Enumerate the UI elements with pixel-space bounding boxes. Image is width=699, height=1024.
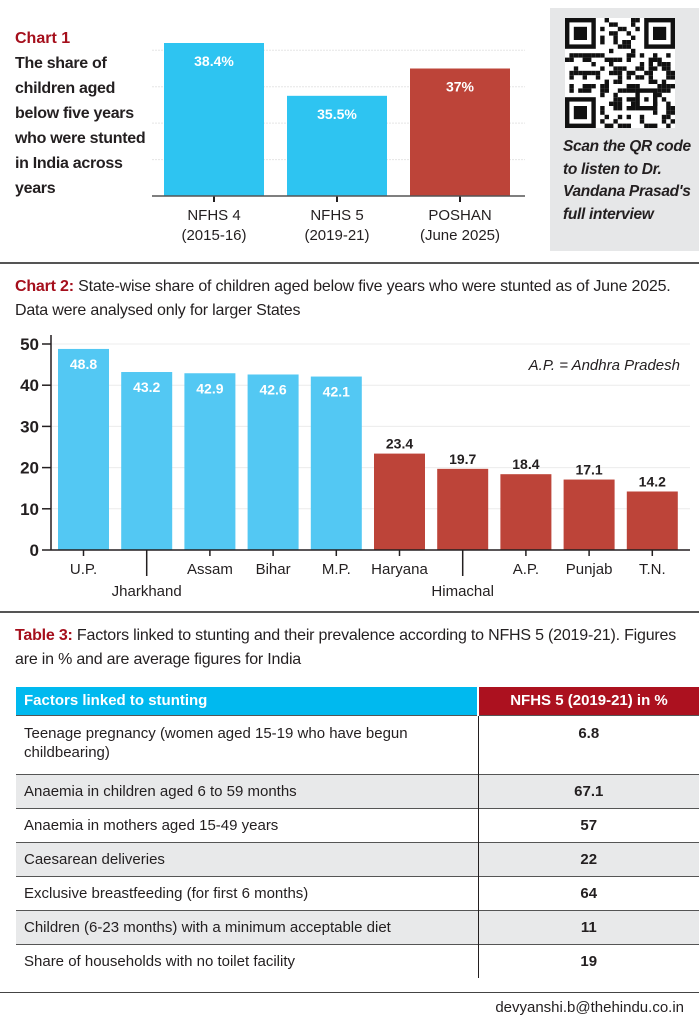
chart1: 38.4% NFHS 4 (2015-16) 35.5% NFHS 5 (2019-21)… <box>152 43 525 244</box>
category-label: Punjab <box>566 561 613 578</box>
value-cell: 6.8 <box>477 714 699 774</box>
factor-cell: Share of households with no toilet facil… <box>16 943 478 978</box>
section-divider <box>0 611 699 613</box>
y-tick-label: 10 <box>20 500 39 519</box>
factor-cell: Children (6-23 months) with a minimum ac… <box>16 909 478 944</box>
category-label: Assam <box>187 561 233 578</box>
category-label: M.P. <box>322 561 351 578</box>
table3-description: Factors linked to stunting and their pre… <box>15 627 677 668</box>
category-label: A.P. <box>513 561 539 578</box>
abbreviation-note: A.P. = Andhra Pradesh <box>528 357 680 374</box>
bar <box>310 376 362 550</box>
bar-value-label: 38.4% <box>194 53 234 69</box>
bar <box>374 453 425 550</box>
category-label: NFHS 4 <box>187 207 240 224</box>
bar <box>563 479 615 550</box>
bar <box>437 468 489 550</box>
category-label: Haryana <box>371 561 428 578</box>
bar <box>247 374 299 550</box>
chart1-label: Chart 1 <box>15 30 71 47</box>
bar <box>287 95 387 196</box>
bar <box>500 474 552 550</box>
factor-cell: Anaemia in mothers aged 15-49 years <box>16 807 478 842</box>
value-cell: 64 <box>477 875 699 910</box>
table-row: Share of households with no toilet facil… <box>16 943 699 978</box>
qr-code-icon[interactable] <box>565 18 675 128</box>
qr-caption: Scan the QR code to listen to Dr. Vandan… <box>563 138 691 223</box>
chart2-description: State-wise share of children aged below … <box>15 278 671 319</box>
value-cell: 19 <box>477 943 699 978</box>
table-row: Anaemia in children aged 6 to 59 months 6… <box>16 773 699 808</box>
qr-panel: Scan the QR code to listen to Dr. Vandan… <box>550 8 699 251</box>
category-label: Himachal <box>431 583 494 600</box>
bar-value-label: 42.1 <box>323 384 350 400</box>
bar-value-label: 14.2 <box>639 473 666 489</box>
bar <box>121 372 173 550</box>
category-label: (2015-16) <box>181 227 246 244</box>
bar-value-label: 18.4 <box>512 456 539 472</box>
category-label: T.N. <box>639 561 666 578</box>
y-tick-label: 0 <box>30 541 39 560</box>
bar <box>626 491 678 550</box>
footer-divider <box>0 992 699 993</box>
bar-value-label: 43.2 <box>133 379 160 395</box>
y-tick-label: 50 <box>20 335 39 354</box>
chart2-title: Chart 2: State-wise share of children ag… <box>15 275 695 323</box>
value-cell: 57 <box>477 807 699 842</box>
category-label: NFHS 5 <box>310 207 363 224</box>
author-email: devyanshi.b@thehindu.co.in <box>495 999 684 1016</box>
bar <box>184 373 236 550</box>
chart2-label: Chart 2: <box>15 278 74 295</box>
bar-value-label: 17.1 <box>575 462 602 478</box>
bar-value-label: 42.6 <box>259 381 286 397</box>
factor-cell: Exclusive breastfeeding (for first 6 mon… <box>16 875 478 910</box>
category-label: Jharkhand <box>112 583 182 600</box>
bar-value-label: 35.5% <box>317 106 357 122</box>
table3-title: Table 3: Factors linked to stunting and … <box>15 624 695 672</box>
factor-cell: Caesarean deliveries <box>16 841 478 876</box>
bar-value-label: 42.9 <box>196 380 223 396</box>
bar <box>164 43 264 196</box>
table-header-row: Factors linked to stunting NFHS 5 (2019-… <box>16 687 699 715</box>
table-row: Exclusive breastfeeding (for first 6 mon… <box>16 875 699 910</box>
section-divider <box>0 262 699 264</box>
category-label: Bihar <box>256 561 291 578</box>
bar <box>58 348 109 550</box>
factor-cell: Anaemia in children aged 6 to 59 months <box>16 773 478 808</box>
header-nfhs5: NFHS 5 (2019-21) in % <box>478 687 699 715</box>
bar-value-label: 23.4 <box>386 436 413 452</box>
bar <box>410 68 510 196</box>
category-label: (June 2025) <box>420 227 500 244</box>
y-tick-label: 30 <box>20 417 39 436</box>
value-cell: 22 <box>477 841 699 876</box>
table-row: Anaemia in mothers aged 15-49 years 57 <box>16 807 699 842</box>
bar-value-label: 19.7 <box>449 451 476 467</box>
table-row: Caesarean deliveries 22 <box>16 841 699 876</box>
table-row: Teenage pregnancy (women aged 15-19 who … <box>16 714 699 774</box>
header-factors: Factors linked to stunting <box>16 687 479 715</box>
factor-cell: Teenage pregnancy (women aged 15-19 who … <box>16 714 478 774</box>
value-cell: 11 <box>477 909 699 944</box>
value-cell: 67.1 <box>477 773 699 808</box>
factors-table: Factors linked to stunting NFHS 5 (2019-… <box>16 687 699 978</box>
category-label: U.P. <box>70 561 97 578</box>
chart1-description: The share of children aged below five ye… <box>15 55 146 197</box>
category-label: POSHAN <box>428 207 491 224</box>
bar-value-label: 48.8 <box>70 356 97 372</box>
y-tick-label: 20 <box>20 459 39 478</box>
table3-label: Table 3: <box>15 627 73 644</box>
y-tick-label: 40 <box>20 376 39 395</box>
category-label: (2019-21) <box>304 227 369 244</box>
table-row: Children (6-23 months) with a minimum ac… <box>16 909 699 944</box>
chart2: 0 10 20 30 40 50 A.P. = Andhra Pradesh 48.8 U.P.… <box>20 335 690 600</box>
bar-value-label: 37% <box>446 79 475 95</box>
